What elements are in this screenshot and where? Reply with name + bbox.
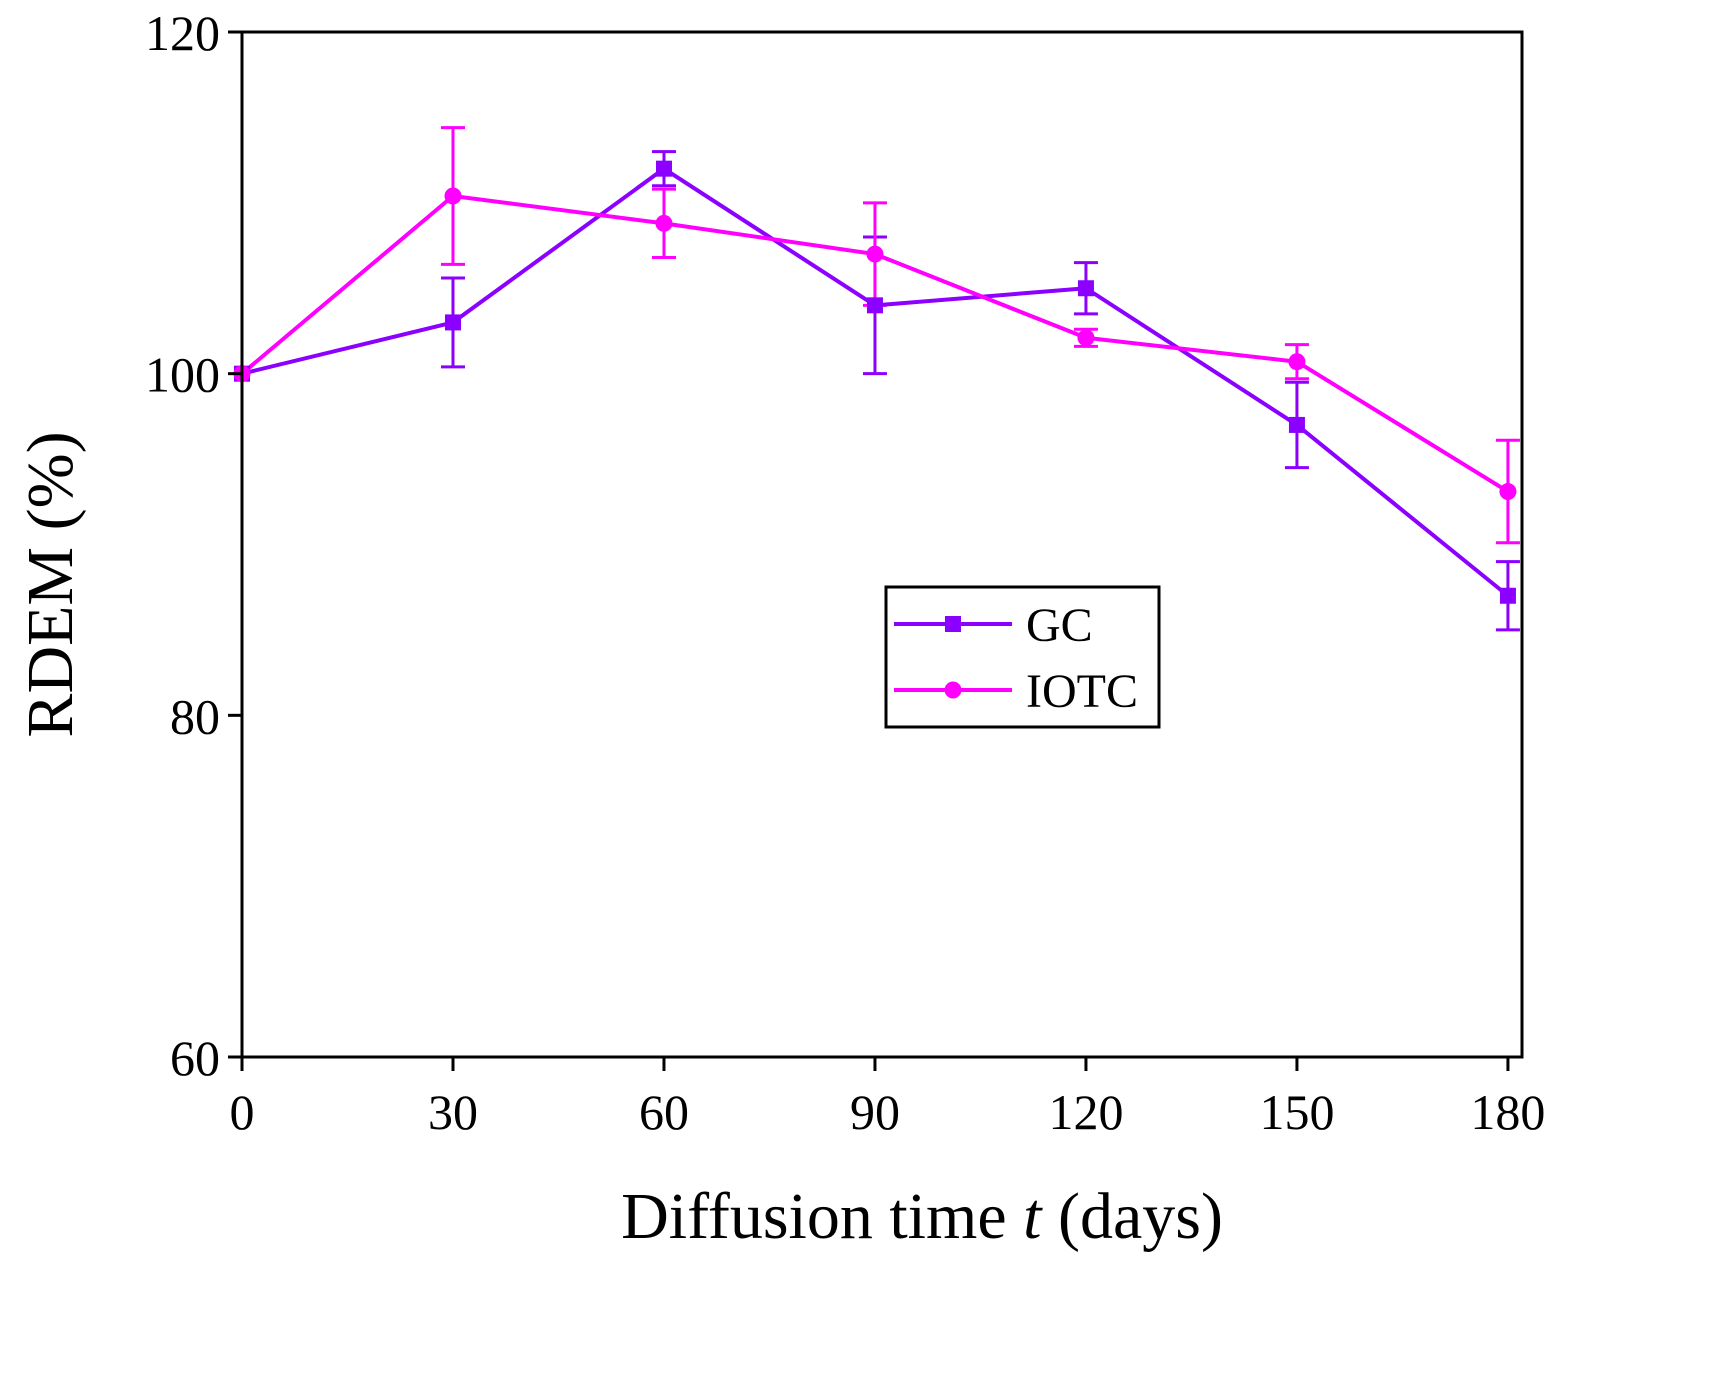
iotc-point bbox=[655, 214, 673, 232]
iotc-point bbox=[1288, 353, 1306, 371]
y-axis-title: RDEM (%) bbox=[14, 431, 87, 737]
x-tick-label: 30 bbox=[428, 1084, 478, 1140]
x-tick-label: 0 bbox=[230, 1084, 255, 1140]
y-tick-label: 80 bbox=[170, 688, 220, 744]
x-tick-label: 120 bbox=[1048, 1084, 1123, 1140]
x-tick-label: 180 bbox=[1470, 1084, 1545, 1140]
y-tick-label: 120 bbox=[145, 5, 220, 61]
x-axis-title-prefix: Diffusion time bbox=[621, 1180, 1023, 1253]
gc-point bbox=[866, 297, 883, 314]
x-axis-title-variable: t bbox=[1023, 1180, 1043, 1253]
plot-frame bbox=[240, 30, 1524, 1059]
legend: GC IOTC bbox=[884, 585, 1161, 729]
iotc-point bbox=[1077, 329, 1095, 347]
series-markers bbox=[233, 160, 1517, 604]
gc-point bbox=[1077, 280, 1094, 297]
axes: 0 30 60 90 120 150 180 60 80 100 120 Diffusion time… bbox=[14, 5, 1545, 1253]
x-axis-title: Diffusion time t (days) bbox=[621, 1180, 1223, 1253]
iotc-point bbox=[866, 245, 884, 263]
x-tick-label: 90 bbox=[850, 1084, 900, 1140]
legend-gc-marker bbox=[945, 616, 961, 632]
iotc-point bbox=[1499, 483, 1517, 501]
gc-point bbox=[1288, 416, 1305, 433]
legend-iotc-label: IOTC bbox=[1026, 665, 1138, 718]
x-tick-label: 150 bbox=[1259, 1084, 1334, 1140]
legend-box bbox=[884, 585, 1161, 729]
x-axis-title-suffix: (days) bbox=[1042, 1180, 1223, 1253]
y-tick-label: 60 bbox=[170, 1030, 220, 1086]
iotc-point bbox=[444, 187, 462, 205]
legend-iotc-marker bbox=[944, 681, 962, 699]
gc-point bbox=[1499, 587, 1516, 604]
x-tick-label: 60 bbox=[639, 1084, 689, 1140]
legend-gc-label: GC bbox=[1026, 599, 1093, 652]
y-tick-label: 100 bbox=[145, 347, 220, 403]
gc-point bbox=[655, 160, 672, 177]
gc-point bbox=[444, 314, 461, 331]
error-bars bbox=[440, 126, 1520, 632]
